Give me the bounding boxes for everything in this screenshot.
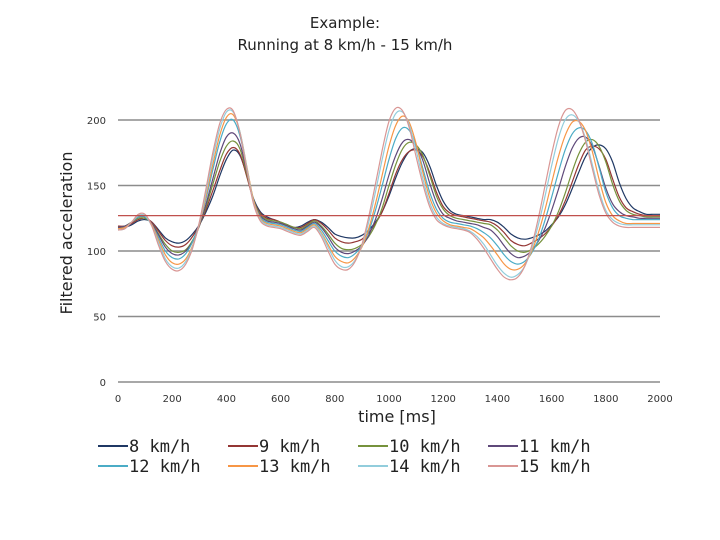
y-axis-label: Filtered acceleration xyxy=(57,152,76,315)
x-tick-label: 1800 xyxy=(593,394,618,405)
legend-label: 10 km/h xyxy=(389,437,461,457)
x-tick-label: 1200 xyxy=(430,394,455,405)
legend-label: 13 km/h xyxy=(259,457,331,477)
series-line xyxy=(117,138,660,253)
series-line xyxy=(117,145,660,248)
chart-title: Example: xyxy=(310,14,380,32)
y-tick-label: 0 xyxy=(100,378,106,389)
x-tick-label: 0 xyxy=(115,394,121,405)
legend-label: 15 km/h xyxy=(519,457,591,477)
series-line xyxy=(117,132,660,259)
legend: 8 km/h 9 km/h 10 km/h 11 km/h 12 km/h 13 km/h… xyxy=(98,437,591,477)
x-axis-ticks: 0 200 400 600 800 1000 1200 1400 1600 1800 2000 xyxy=(115,394,673,405)
series-line xyxy=(117,109,660,278)
x-tick-label: 2000 xyxy=(647,394,672,405)
series-line xyxy=(117,118,660,265)
x-tick-label: 800 xyxy=(325,394,344,405)
legend-label: 14 km/h xyxy=(389,457,461,477)
x-tick-label: 1600 xyxy=(539,394,564,405)
y-tick-label: 150 xyxy=(87,182,106,193)
legend-label: 8 km/h xyxy=(129,437,190,457)
x-tick-label: 1400 xyxy=(485,394,510,405)
x-tick-label: 600 xyxy=(271,394,290,405)
y-tick-label: 100 xyxy=(87,247,106,258)
x-axis-label: time [ms] xyxy=(358,407,436,426)
y-tick-label: 50 xyxy=(93,313,106,324)
chart-subtitle: Running at 8 km/h - 15 km/h xyxy=(238,36,453,54)
series-lines xyxy=(117,106,660,281)
y-tick-label: 200 xyxy=(87,116,106,127)
series-line xyxy=(117,113,660,271)
legend-label: 12 km/h xyxy=(129,457,201,477)
x-tick-label: 200 xyxy=(163,394,182,405)
series-line xyxy=(117,144,660,244)
legend-label: 11 km/h xyxy=(519,437,591,457)
legend-label: 9 km/h xyxy=(259,437,320,457)
x-tick-label: 1000 xyxy=(376,394,401,405)
y-axis-ticks: 0 50 100 150 200 xyxy=(87,116,106,389)
x-tick-label: 400 xyxy=(217,394,236,405)
series-line xyxy=(117,106,660,281)
